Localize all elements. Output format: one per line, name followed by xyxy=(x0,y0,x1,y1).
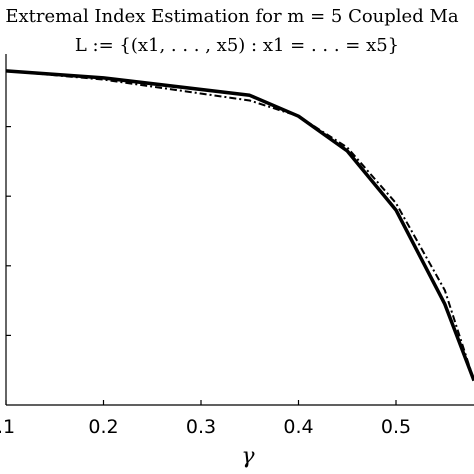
series-layer xyxy=(5,69,474,382)
x-tick-label: .1 xyxy=(0,416,15,438)
x-tick-label: 0.5 xyxy=(381,416,411,438)
chart-title: Extremal Index Estimation for m = 5 Coup… xyxy=(5,6,459,27)
x-axis-label: γ xyxy=(241,444,255,469)
dashed-series-line xyxy=(5,69,474,381)
x-tick-label: 0.3 xyxy=(186,416,216,438)
x-tick-label: 0.2 xyxy=(88,416,118,438)
solid-series-line xyxy=(5,69,474,382)
x-tick-label: 0.4 xyxy=(283,416,313,438)
ticks-layer: .1 0.2 0.3 0.4 0.5 xyxy=(0,125,411,438)
axes xyxy=(5,54,474,406)
chart-subtitle: L := {(x1, . . . , x5) : x1 = . . . = x5… xyxy=(75,35,399,56)
